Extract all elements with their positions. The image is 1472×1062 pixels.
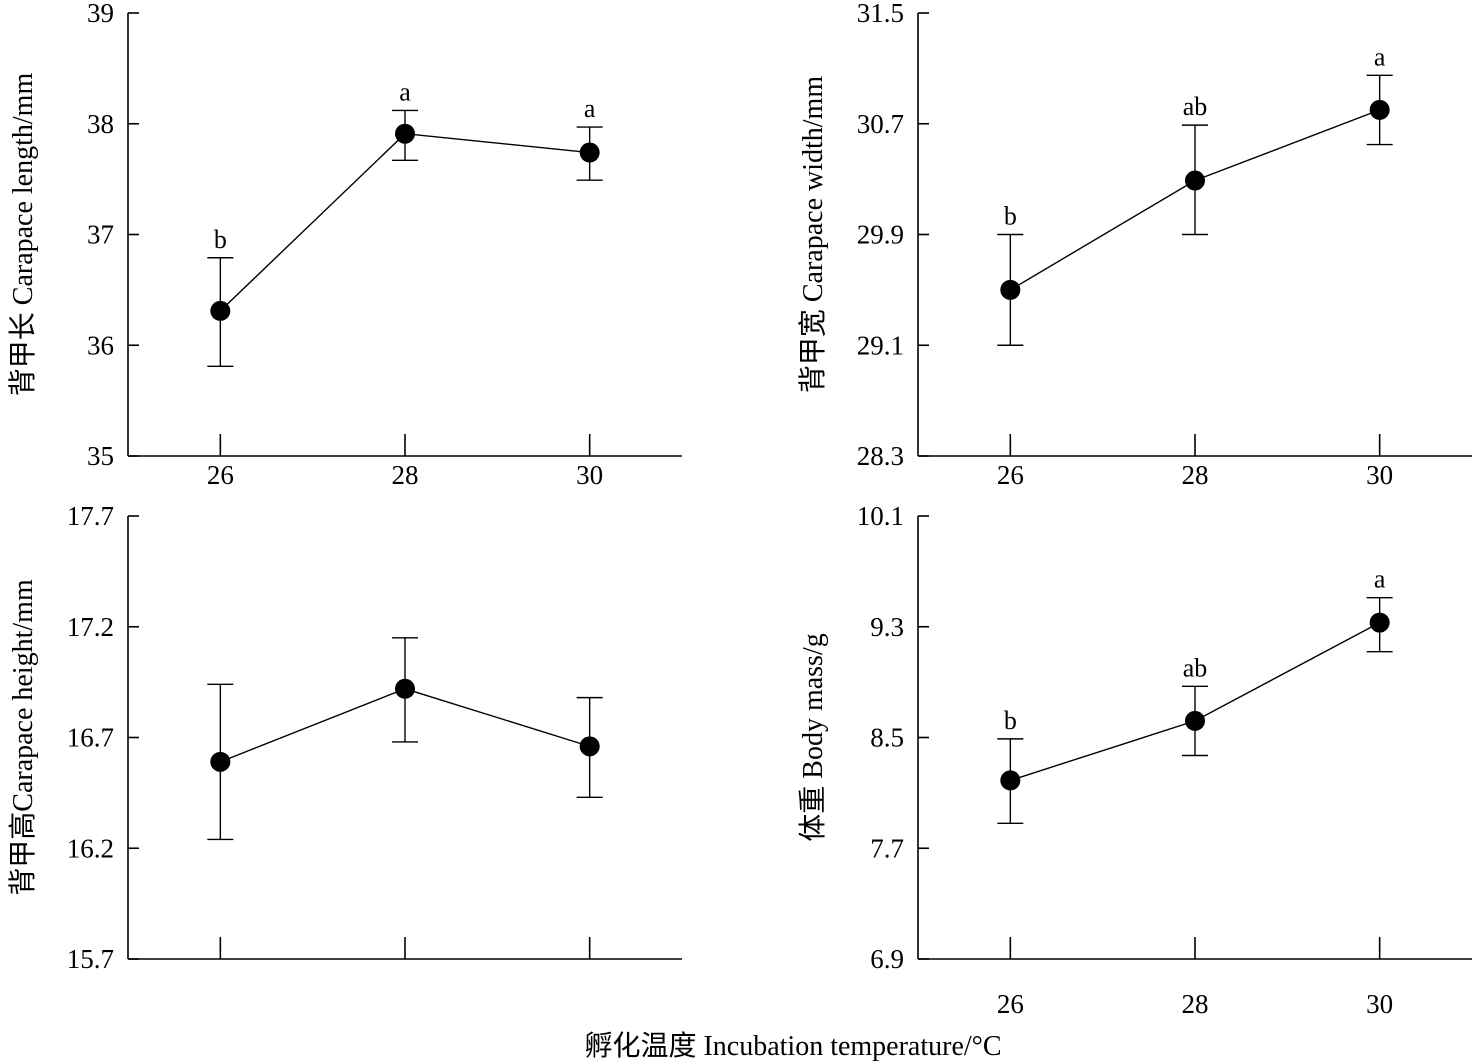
y-axis-title: 背甲高Carapace height/mm — [7, 579, 39, 896]
y-tick-label: 29.9 — [857, 220, 904, 250]
significance-letter: a — [399, 77, 411, 106]
y-tick-label: 10.1 — [857, 501, 904, 531]
data-point — [210, 751, 231, 772]
y-tick-label: 15.7 — [67, 944, 114, 974]
significance-letter: ab — [1183, 653, 1208, 682]
x-tick-label: 30 — [576, 460, 603, 490]
y-tick-label: 31.5 — [857, 0, 904, 28]
y-tick-label: 17.7 — [67, 501, 114, 531]
x-tick-label: 26 — [997, 989, 1024, 1019]
y-tick-label: 30.7 — [857, 109, 904, 139]
data-point — [1000, 279, 1021, 300]
x-axis-title: 孵化温度 Incubation temperature/°C — [584, 1030, 1001, 1062]
y-tick-label: 37 — [87, 220, 114, 250]
x-tick-label: 28 — [1182, 460, 1209, 490]
data-point — [1369, 99, 1390, 120]
x-tick-label: 30 — [1366, 989, 1393, 1019]
y-tick-label: 9.3 — [870, 612, 904, 642]
panel-carapace-length: 35 36 37 38 39 26 28 30 背甲长 Carapace length/mm b a… — [7, 0, 682, 490]
x-tick-label: 26 — [207, 460, 234, 490]
y-axis-title: 背甲宽 Carapace width/mm — [797, 76, 829, 393]
y-tick-label: 38 — [87, 109, 114, 139]
data-point — [1185, 170, 1205, 191]
x-tick-label: 30 — [1366, 460, 1393, 490]
x-tick-label: 28 — [1182, 989, 1209, 1019]
y-tick-label: 16.7 — [67, 723, 114, 753]
data-point — [1185, 710, 1205, 731]
y-tick-label: 7.7 — [870, 833, 904, 863]
y-axis-title: 背甲长 Carapace length/mm — [7, 73, 39, 397]
data-point — [395, 678, 415, 699]
data-point — [579, 736, 600, 757]
data-point — [1000, 770, 1021, 791]
y-tick-label: 36 — [87, 330, 114, 360]
x-tick-label: 28 — [392, 460, 419, 490]
y-tick-label: 17.2 — [67, 612, 114, 642]
panel-carapace-width: 28.3 29.1 29.9 30.7 31.5 26 28 30 背甲宽 Carapace w… — [797, 0, 1472, 490]
y-axis-title: 体重 Body mass/g — [797, 633, 829, 841]
significance-letter: ab — [1183, 92, 1208, 121]
y-tick-label: 39 — [87, 0, 114, 28]
data-point — [395, 123, 415, 144]
significance-letter: a — [1374, 42, 1386, 71]
significance-letter: a — [584, 94, 596, 123]
y-tick-label: 6.9 — [870, 944, 904, 974]
x-tick-label: 26 — [997, 460, 1024, 490]
y-tick-label: 8.5 — [870, 723, 904, 753]
significance-letter: b — [1004, 202, 1017, 231]
data-point — [210, 300, 231, 321]
panel-body-mass: 6.9 7.7 8.5 9.3 10.1 26 28 30 体重 Body mass/g b ab a — [797, 501, 1472, 1019]
significance-letter: b — [214, 225, 227, 254]
panel-carapace-height: 15.7 16.2 16.7 17.2 17.7 背甲高Carapace height/m… — [7, 501, 682, 974]
significance-letter: b — [1004, 706, 1017, 735]
y-tick-label: 16.2 — [67, 833, 114, 863]
y-tick-label: 29.1 — [857, 330, 904, 360]
y-tick-label: 35 — [87, 441, 114, 471]
data-point — [579, 142, 600, 163]
significance-letter: a — [1374, 565, 1386, 594]
y-tick-label: 28.3 — [857, 441, 904, 471]
data-point — [1369, 612, 1390, 633]
